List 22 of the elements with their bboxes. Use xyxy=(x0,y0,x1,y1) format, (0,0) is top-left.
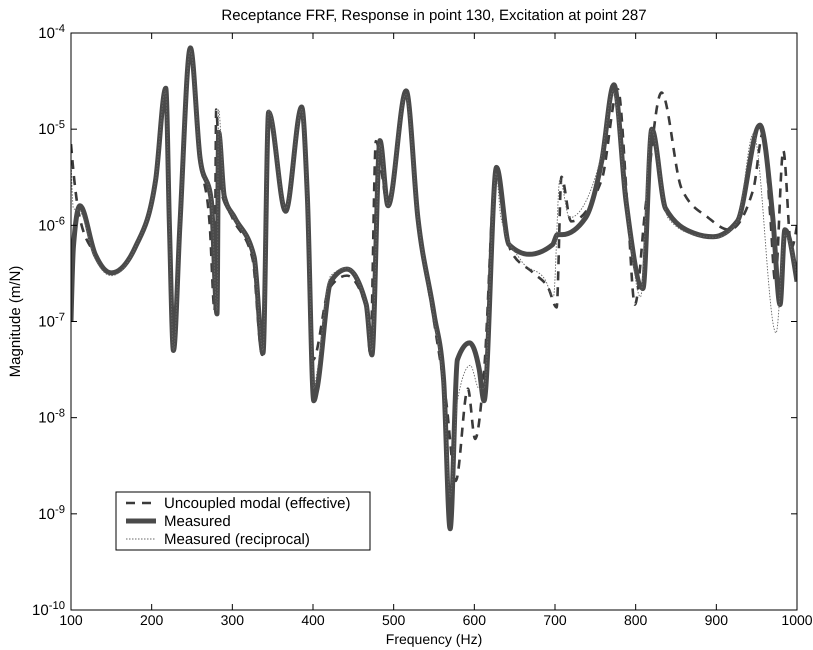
x-tick-label: 300 xyxy=(220,612,244,628)
y-tick-label: 10$^{-6}$ xyxy=(38,215,65,234)
x-tick-label: 500 xyxy=(382,612,406,628)
y-tick-label: 10$^{-4}$ xyxy=(38,23,65,42)
x-tick-label: 400 xyxy=(301,612,325,628)
legend-label: Measured (reciprocal) xyxy=(164,531,310,548)
x-tick-label: 1000 xyxy=(781,612,813,628)
x-tick-label: 700 xyxy=(543,612,567,628)
legend-label: Uncoupled modal (effective) xyxy=(164,495,350,512)
y-tick-label: 10$^{-8}$ xyxy=(38,408,65,427)
y-tick-label: 10$^{-5}$ xyxy=(38,119,65,138)
y-axis-title: Magnitude (m/N) xyxy=(7,266,24,378)
x-tick-label: 900 xyxy=(704,612,728,628)
legend-label: Measured xyxy=(164,513,231,530)
y-tick-label: 10$^{-9}$ xyxy=(38,504,65,523)
x-tick-label: 100 xyxy=(59,612,83,628)
x-axis-title: Frequency (Hz) xyxy=(386,631,482,647)
x-tick-label: 600 xyxy=(462,612,486,628)
chart-title: Receptance FRF, Response in point 130, Excitation at point 287 xyxy=(221,7,647,24)
y-tick-label: 10$^{-7}$ xyxy=(38,312,65,330)
x-tick-label: 200 xyxy=(140,612,164,628)
x-tick-label: 800 xyxy=(624,612,648,628)
